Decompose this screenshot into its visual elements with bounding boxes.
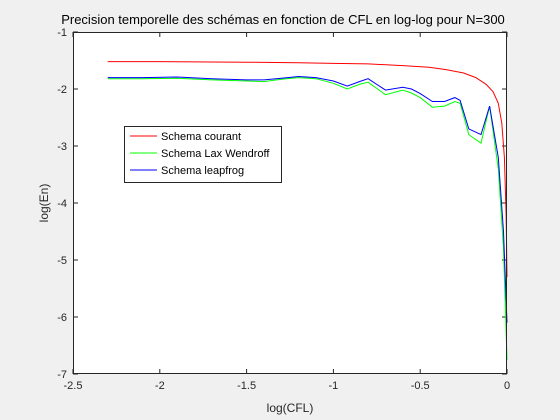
x-tick-label: 0	[504, 380, 510, 392]
y-tick-label: -1	[57, 27, 67, 39]
y-axis-label: log(En)	[37, 184, 51, 223]
series-line-2	[107, 75, 508, 323]
y-tick-label: -6	[57, 312, 67, 324]
y-tick-label: -3	[57, 141, 67, 153]
legend: Schema courant Schema Lax Wendroff Schema …	[124, 126, 282, 183]
series-line-1	[107, 77, 508, 360]
series-line-0	[107, 61, 508, 278]
x-tick-label: -2.5	[64, 380, 83, 392]
legend-label-2: Schema leapfrog	[161, 165, 244, 177]
x-tick-label: -1.5	[237, 380, 256, 392]
x-tick-label: -1	[329, 380, 339, 392]
x-axis-label: log(CFL)	[267, 401, 314, 415]
y-tick-label: -2	[57, 84, 67, 96]
plot-frame	[73, 32, 507, 374]
x-ticks: -2.5 -2 -1.5 -1 -0.5 0	[64, 32, 510, 392]
legend-label-0: Schema courant	[161, 131, 241, 143]
y-tick-label: -5	[57, 255, 67, 267]
y-tick-label: -4	[57, 198, 67, 210]
chart-title: Precision temporelle des schémas en fonc…	[61, 12, 505, 27]
y-tick-label: -7	[57, 369, 67, 381]
plot-area	[73, 32, 507, 374]
x-tick-label: -2	[155, 380, 165, 392]
x-tick-label: -0.5	[411, 380, 430, 392]
legend-label-1: Schema Lax Wendroff	[161, 148, 270, 160]
series-lines	[107, 61, 508, 360]
